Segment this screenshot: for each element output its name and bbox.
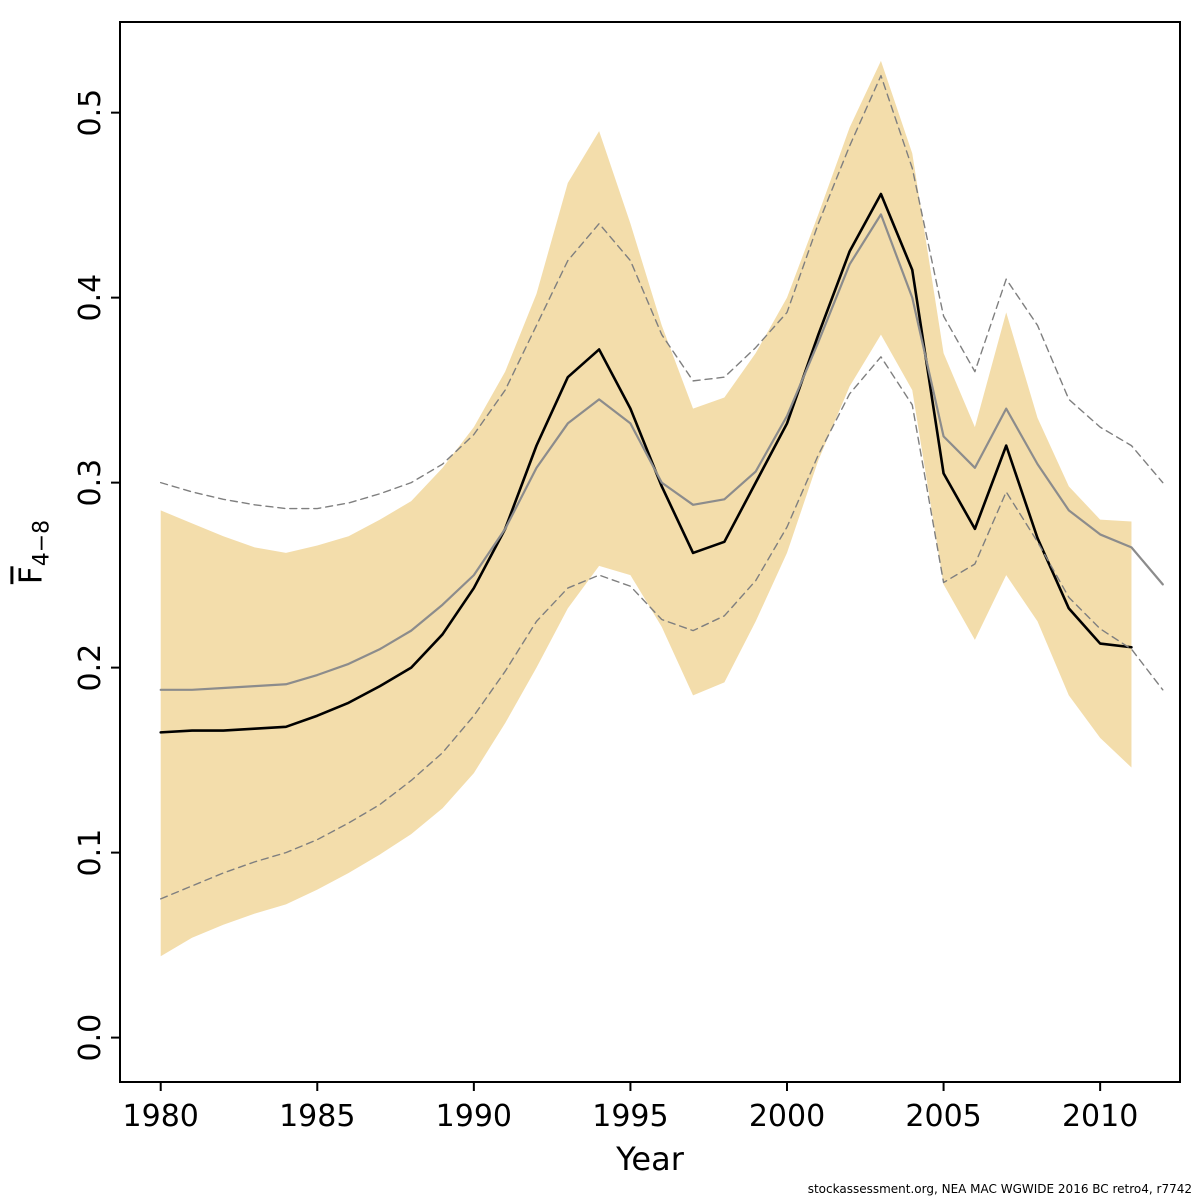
source-credit: stockassessment.org, NEA MAC WGWIDE 2016… <box>807 1182 1192 1196</box>
lower-confidence-dashed-line <box>160 356 1164 900</box>
y-tick-label: 0.2 <box>73 644 108 692</box>
x-tick-label: 1985 <box>279 1099 355 1134</box>
x-tick-label: 2005 <box>905 1099 981 1134</box>
x-tick-label: 1995 <box>592 1099 668 1134</box>
y-tick-label: 0.4 <box>73 274 108 322</box>
x-tick-label: 2000 <box>749 1099 825 1134</box>
y-tick-label: 0.0 <box>73 1014 108 1062</box>
current-estimate-line <box>159 192 1133 734</box>
y-axis-title-subscript: 4−8 <box>29 519 55 567</box>
x-tick-label: 2010 <box>1062 1099 1138 1134</box>
y-axis-title: F4−8 <box>13 520 54 584</box>
upper-confidence-dashed-line <box>160 74 1164 510</box>
plot-border <box>119 21 1181 1083</box>
confidence-band <box>160 60 1132 957</box>
y-tick-label: 0.1 <box>73 829 108 877</box>
x-tick-label: 1990 <box>436 1099 512 1134</box>
y-axis-title-base: F <box>13 566 50 585</box>
comparison-run-line <box>159 213 1164 691</box>
x-tick-label: 1980 <box>123 1099 199 1134</box>
x-axis-title: Year <box>616 1140 684 1178</box>
y-tick-label: 0.5 <box>73 89 108 137</box>
y-tick-label: 0.3 <box>73 459 108 507</box>
